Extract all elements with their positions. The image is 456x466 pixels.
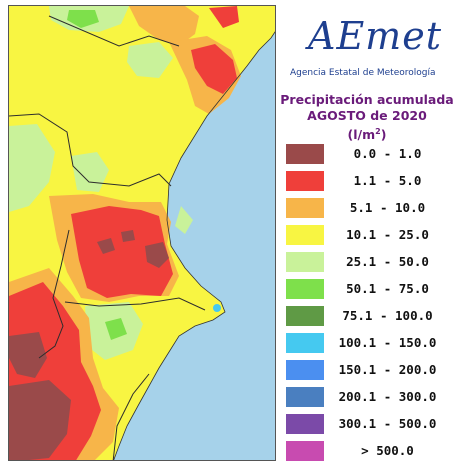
legend-panel: AEmet Agencia Estatal de Meteorología Pr… bbox=[278, 0, 456, 466]
legend-label: 5.1 - 10.0 bbox=[349, 200, 426, 215]
unit-exponent: 2 bbox=[375, 127, 381, 136]
legend-label: 50.1 - 75.0 bbox=[346, 281, 429, 296]
legend-label: 0.0 - 1.0 bbox=[353, 146, 422, 161]
aemet-logo: AEmet Agencia Estatal de Meteorología bbox=[286, 8, 446, 80]
legend-label: 1.1 - 5.0 bbox=[353, 173, 422, 188]
legend-item: 10.1 - 25.0 bbox=[286, 221, 451, 248]
legend-swatch bbox=[286, 251, 324, 272]
agency-name: Agencia Estatal de Meteorología bbox=[290, 68, 436, 78]
map-title-line1: Precipitación acumulada bbox=[280, 92, 454, 107]
legend-swatch bbox=[286, 305, 324, 326]
legend-item: 150.1 - 200.0 bbox=[286, 356, 451, 383]
legend-item: 300.1 - 500.0 bbox=[286, 410, 451, 437]
legend-label: > 500.0 bbox=[361, 443, 414, 458]
aemet-logo-word: AEmet bbox=[308, 14, 442, 58]
unit-base: (l/m bbox=[347, 127, 376, 143]
map-title: Precipitación acumulada AGOSTO de 2020 (… bbox=[278, 92, 456, 143]
legend-item: 200.1 - 300.0 bbox=[286, 383, 451, 410]
legend-swatch bbox=[286, 143, 324, 164]
legend-swatch bbox=[286, 413, 324, 434]
legend-item: 50.1 - 75.0 bbox=[286, 275, 451, 302]
zone-0-1 bbox=[9, 230, 169, 460]
legend-swatch bbox=[286, 170, 324, 191]
legend-item: 0.0 - 1.0 bbox=[286, 140, 451, 167]
legend-item: 25.1 - 50.0 bbox=[286, 248, 451, 275]
legend-item: > 500.0 bbox=[286, 437, 451, 464]
legend-label: 200.1 - 300.0 bbox=[338, 389, 437, 404]
legend-label: 300.1 - 500.0 bbox=[338, 416, 437, 431]
precipitation-map bbox=[8, 5, 276, 461]
legend-swatch bbox=[286, 440, 324, 461]
map-title-line2: AGOSTO de 2020 bbox=[307, 108, 427, 123]
legend-label: 100.1 - 150.0 bbox=[338, 335, 437, 350]
legend-swatch bbox=[286, 386, 324, 407]
zone-50-75 bbox=[67, 10, 127, 340]
unit-close: ) bbox=[380, 127, 387, 143]
legend-swatch bbox=[286, 197, 324, 218]
legend-item: 75.1 - 100.0 bbox=[286, 302, 451, 329]
legend-label: 150.1 - 200.0 bbox=[338, 362, 437, 377]
legend-label: 25.1 - 50.0 bbox=[346, 254, 429, 269]
map-canvas bbox=[9, 6, 275, 460]
legend-item: 1.1 - 5.0 bbox=[286, 167, 451, 194]
province-borders bbox=[9, 15, 206, 460]
legend-swatch bbox=[286, 224, 324, 245]
legend-swatch bbox=[286, 278, 324, 299]
map-title-unit: (l/m2) bbox=[278, 124, 456, 143]
legend-list: 0.0 - 1.0 1.1 - 5.0 5.1 - 10.0 10.1 - 25… bbox=[286, 140, 451, 464]
zone-100-150 bbox=[213, 304, 221, 312]
legend-label: 75.1 - 100.0 bbox=[342, 308, 433, 323]
legend-item: 5.1 - 10.0 bbox=[286, 194, 451, 221]
legend-swatch bbox=[286, 332, 324, 353]
coastline bbox=[113, 31, 275, 460]
legend-item: 100.1 - 150.0 bbox=[286, 329, 451, 356]
legend-label: 10.1 - 25.0 bbox=[346, 227, 429, 242]
legend-swatch bbox=[286, 359, 324, 380]
